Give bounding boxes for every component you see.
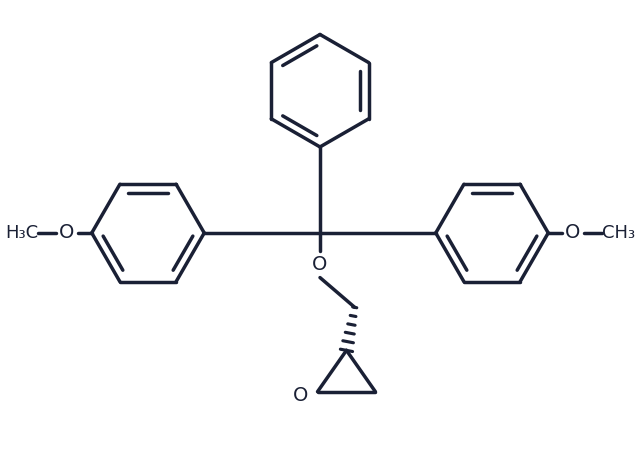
- Text: O: O: [565, 223, 580, 243]
- Text: O: O: [293, 386, 308, 405]
- Text: O: O: [60, 223, 75, 243]
- Text: CH₃: CH₃: [602, 224, 635, 242]
- Text: H₃C: H₃C: [5, 224, 38, 242]
- Text: O: O: [312, 255, 328, 274]
